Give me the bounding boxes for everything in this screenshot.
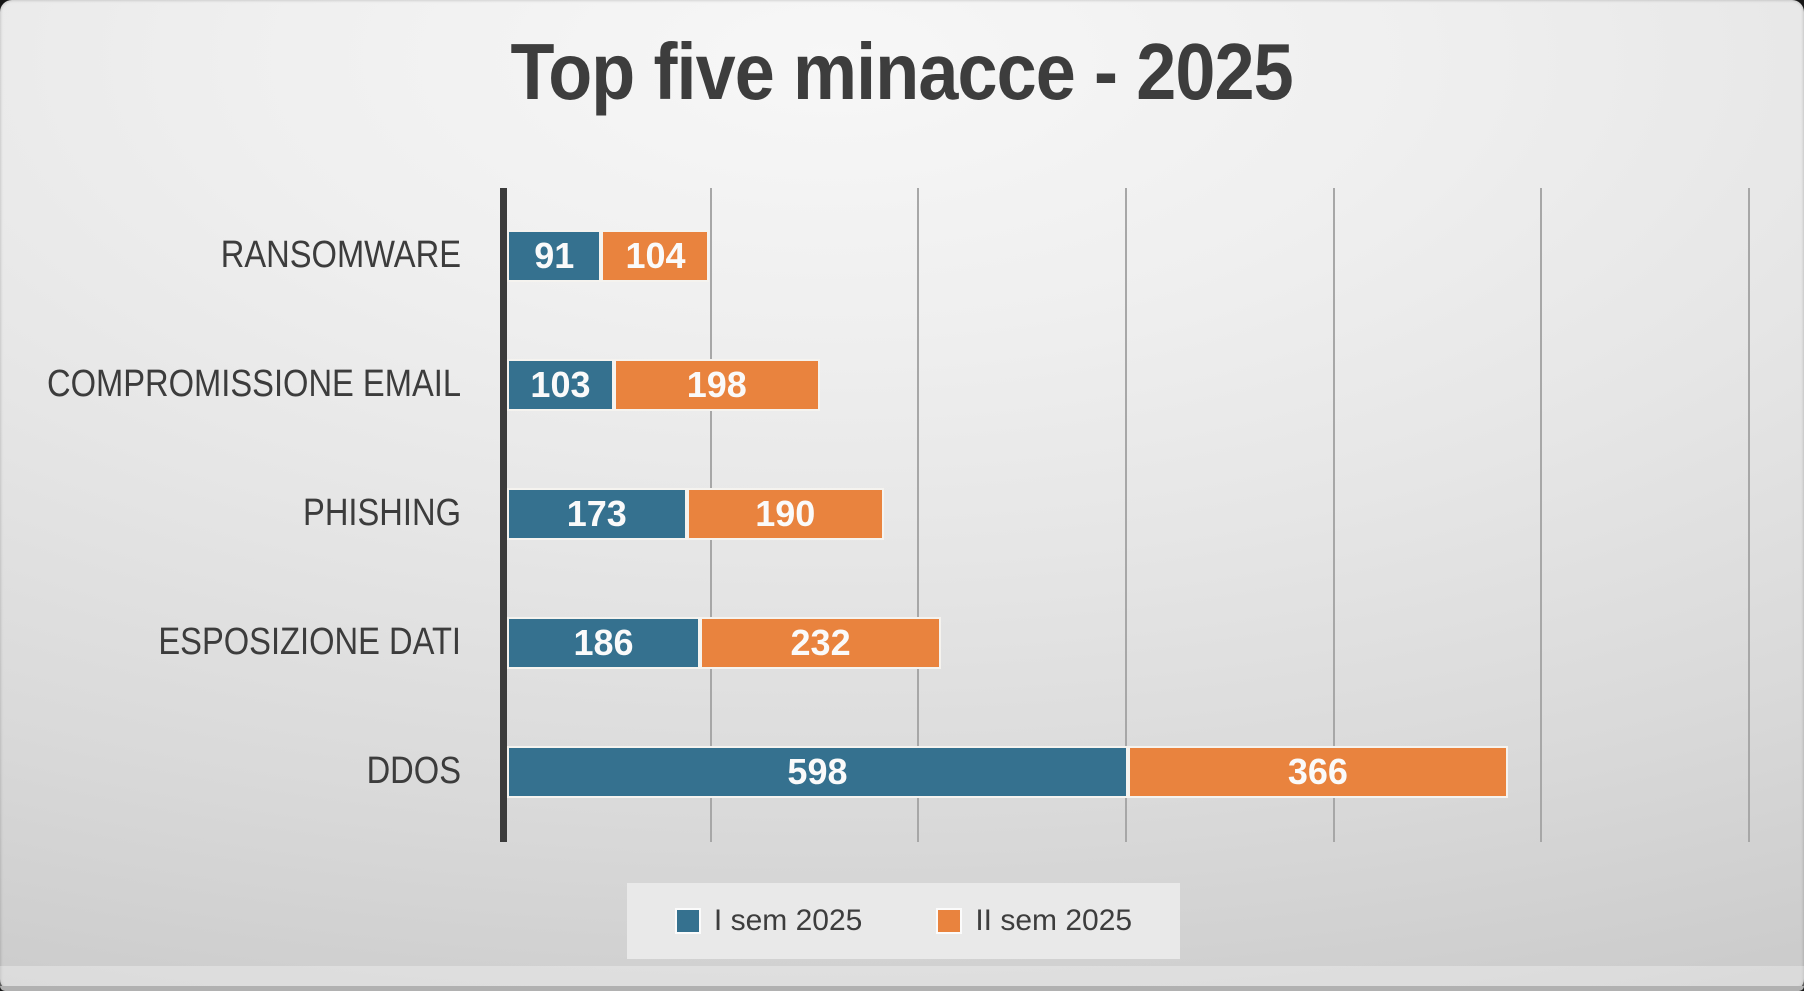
- category-label: DDOS: [366, 750, 461, 792]
- bar-value-label: 173: [566, 492, 627, 534]
- slide-bottom-shine: [0, 966, 1804, 986]
- bar-value-label: 104: [625, 234, 686, 276]
- bar-value-label: 186: [573, 621, 634, 663]
- bar-segment-series2: 366: [1127, 745, 1508, 798]
- legend-swatch-series1: [674, 908, 701, 934]
- bar-segment-series1: 598: [507, 745, 1128, 798]
- bar-row: 173 190: [507, 487, 884, 540]
- bar-segment-series1: 186: [507, 616, 701, 669]
- category-label: ESPOSIZIONE DATI: [158, 621, 461, 663]
- bar-row: 598 366: [507, 745, 1508, 798]
- category-label: COMPROMISSIONE EMAIL: [46, 363, 461, 405]
- bar-value-label: 190: [755, 492, 816, 534]
- gridline-400: [917, 188, 920, 842]
- bar-segment-series1: 103: [507, 358, 614, 411]
- bar-segment-series1: 91: [507, 229, 602, 282]
- y-axis-line: [500, 188, 507, 842]
- bar-segment-series2: 232: [700, 616, 942, 669]
- gridline-600: [1125, 188, 1127, 842]
- bar-value-label: 198: [686, 363, 747, 405]
- gridline-1200: [1748, 188, 1750, 842]
- legend-item-series2: II sem 2025: [936, 904, 1132, 938]
- bar-row: 91 104: [507, 229, 710, 282]
- legend: I sem 2025 II sem 2025: [627, 883, 1180, 959]
- legend-swatch-series2: [936, 908, 963, 934]
- bar-segment-series2: 198: [613, 358, 820, 411]
- bar-value-label: 103: [530, 363, 591, 405]
- bar-value-label: 366: [1287, 750, 1348, 792]
- bar-segment-series1: 173: [507, 487, 687, 540]
- category-label: PHISHING: [303, 492, 461, 534]
- bar-segment-series2: 104: [601, 229, 710, 282]
- chart-title-container: Top five minacce - 2025: [0, 26, 1804, 118]
- bar-segment-series2: 190: [686, 487, 884, 540]
- category-label: RANSOMWARE: [220, 234, 461, 276]
- legend-item-series1: I sem 2025: [674, 904, 863, 938]
- bar-row: 103 198: [507, 358, 820, 411]
- bar-value-label: 91: [534, 234, 575, 276]
- gridline-800: [1332, 188, 1335, 842]
- bar-row: 186 232: [507, 616, 942, 669]
- slide-bottom-edge: [0, 986, 1804, 991]
- legend-item-label: II sem 2025: [975, 904, 1133, 937]
- bar-value-label: 598: [787, 750, 848, 792]
- chart-title: Top five minacce - 2025: [510, 27, 1294, 116]
- bar-value-label: 232: [790, 621, 851, 663]
- legend-item-label: I sem 2025: [713, 904, 863, 937]
- gridline-1000: [1540, 188, 1543, 842]
